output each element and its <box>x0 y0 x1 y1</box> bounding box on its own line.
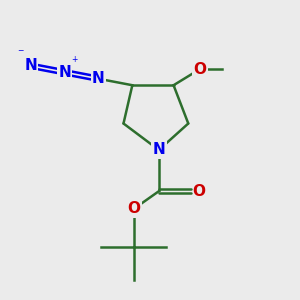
Text: $^+$: $^+$ <box>70 55 79 65</box>
Text: N: N <box>58 65 71 80</box>
Text: O: O <box>127 201 140 216</box>
Text: N: N <box>92 71 105 86</box>
Text: N: N <box>152 142 165 158</box>
Text: O: O <box>194 61 207 76</box>
Text: $^-$: $^-$ <box>16 48 26 59</box>
Text: O: O <box>193 184 206 199</box>
Text: N: N <box>24 58 37 73</box>
